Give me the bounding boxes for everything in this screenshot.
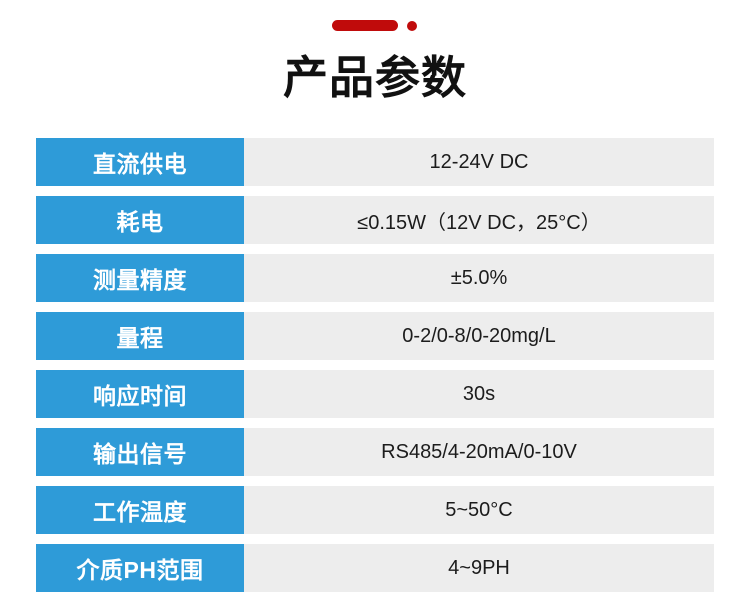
- spec-value-cell: 12-24V DC: [244, 138, 714, 186]
- title-ornament: [332, 20, 418, 31]
- spec-table: 直流供电 12-24V DC 耗电 ≤0.15W（12V DC，25°C） 测量…: [36, 138, 714, 592]
- table-row: 输出信号 RS485/4-20mA/0-10V: [36, 428, 714, 476]
- spec-value-cell: 30s: [244, 370, 714, 418]
- table-row: 测量精度 ±5.0%: [36, 254, 714, 302]
- spec-label-cell: 介质PH范围: [36, 544, 244, 592]
- spec-value-cell: 5~50°C: [244, 486, 714, 534]
- spec-value-cell: 0-2/0-8/0-20mg/L: [244, 312, 714, 360]
- spec-value-cell: ≤0.15W（12V DC，25°C）: [244, 196, 714, 244]
- page-header: 产品参数: [0, 0, 750, 125]
- spec-label-cell: 响应时间: [36, 370, 244, 418]
- spec-label-cell: 直流供电: [36, 138, 244, 186]
- table-row: 直流供电 12-24V DC: [36, 138, 714, 186]
- red-bar-ornament-icon: [332, 20, 398, 31]
- table-row: 量程 0-2/0-8/0-20mg/L: [36, 312, 714, 360]
- page-title: 产品参数: [282, 52, 467, 103]
- spec-value-cell: 4~9PH: [244, 544, 714, 592]
- spec-label-cell: 测量精度: [36, 254, 244, 302]
- spec-label-cell: 输出信号: [36, 428, 244, 476]
- spec-label-cell: 工作温度: [36, 486, 244, 534]
- spec-value-cell: ±5.0%: [244, 254, 714, 302]
- spec-label-cell: 量程: [36, 312, 244, 360]
- spec-label-cell: 耗电: [36, 196, 244, 244]
- table-row: 介质PH范围 4~9PH: [36, 544, 714, 592]
- table-row: 工作温度 5~50°C: [36, 486, 714, 534]
- spec-value-cell: RS485/4-20mA/0-10V: [244, 428, 714, 476]
- table-row: 响应时间 30s: [36, 370, 714, 418]
- table-row: 耗电 ≤0.15W（12V DC，25°C）: [36, 196, 714, 244]
- red-dot-ornament-icon: [407, 21, 417, 31]
